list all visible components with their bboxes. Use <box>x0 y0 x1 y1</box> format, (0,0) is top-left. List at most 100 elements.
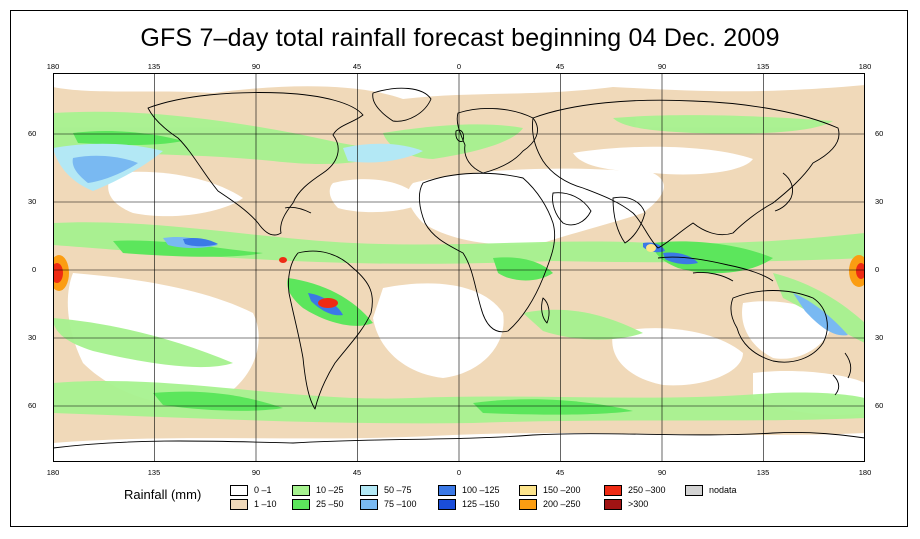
dry-central-asia <box>573 146 753 175</box>
legend-label-7: 125 –150 <box>462 499 500 509</box>
rainfall-map <box>53 73 865 462</box>
legend-swatch-9 <box>519 499 537 510</box>
asia-outline <box>532 99 840 249</box>
lon-tick-top-4: 0 <box>456 62 462 71</box>
lat-tick-left-2: 0 <box>32 265 37 274</box>
lat-tick-right-3: 30 <box>875 333 884 342</box>
lon-tick-top-3: 45 <box>352 62 362 71</box>
legend-swatch-7 <box>438 499 456 510</box>
legend-label-6: 100 –125 <box>462 485 500 495</box>
legend-swatch-5 <box>360 499 378 510</box>
africa-outline <box>418 172 556 333</box>
legend-label-4: 50 –75 <box>384 485 412 495</box>
legend-label-11: >300 <box>628 499 649 509</box>
legend-swatch-3 <box>292 499 310 510</box>
greenland-outline <box>372 87 432 122</box>
legend-swatch-12 <box>685 485 703 496</box>
legend-label-2: 10 –25 <box>316 485 344 495</box>
band-south-indian <box>523 309 643 340</box>
new-zealand-outline <box>832 352 852 396</box>
mod-itcz-pacific <box>113 240 263 257</box>
lat-tick-left-0: 60 <box>28 129 37 138</box>
lat-tick-left-3: 30 <box>28 333 37 342</box>
japan-outline <box>774 172 794 212</box>
india-outline <box>612 196 646 244</box>
lon-tick-bottom-5: 45 <box>555 468 565 477</box>
lon-tick-top-0: 180 <box>46 62 60 71</box>
lon-tick-top-5: 45 <box>555 62 565 71</box>
mod-maritime <box>653 241 773 274</box>
heavy-north-pacific-core <box>72 155 138 183</box>
legend-label-10: 250 –300 <box>628 485 666 495</box>
lat-tick-right-0: 60 <box>875 129 884 138</box>
legend-label-0: 0 –1 <box>254 485 272 495</box>
lon-tick-top-6: 90 <box>657 62 667 71</box>
legend-label-3: 25 –50 <box>316 499 344 509</box>
antarctica-outline <box>53 432 865 449</box>
continent-outlines <box>53 87 865 449</box>
figure-frame <box>10 10 908 527</box>
lon-tick-bottom-2: 90 <box>251 468 261 477</box>
heavy-spcz <box>793 293 848 336</box>
dry-north-pacific-east <box>108 171 244 217</box>
lon-tick-top-1: 135 <box>147 62 161 71</box>
legend-label-8: 150 –200 <box>543 485 581 495</box>
indonesia-outline <box>657 256 774 282</box>
map-border <box>53 73 865 462</box>
legend-label-9: 200 –250 <box>543 499 581 509</box>
lon-tick-bottom-7: 135 <box>756 468 770 477</box>
legend-swatch-11 <box>604 499 622 510</box>
australia-outline <box>730 290 828 363</box>
legend-swatch-6 <box>438 485 456 496</box>
lon-tick-top-7: 135 <box>756 62 770 71</box>
extreme-west-pacific-left-core <box>53 263 63 283</box>
lat-tick-left-4: 60 <box>28 401 37 410</box>
lon-tick-bottom-8: 180 <box>858 468 872 477</box>
band-south-pacific <box>53 318 233 368</box>
europe-outline <box>456 108 538 174</box>
mod-southern-b <box>473 399 633 415</box>
lon-tick-bottom-4: 0 <box>456 468 462 477</box>
extreme-amazon <box>318 298 338 308</box>
lon-tick-bottom-0: 180 <box>46 468 60 477</box>
extreme-rain <box>53 244 865 308</box>
legend-label-1: 1 –10 <box>254 499 277 509</box>
chart-title: GFS 7–day total rainfall forecast beginn… <box>140 24 780 52</box>
extreme-west-pacific-right-core <box>856 263 865 279</box>
lon-tick-bottom-3: 45 <box>352 468 362 477</box>
legend-swatch-8 <box>519 485 537 496</box>
south-america-outline <box>288 250 373 410</box>
legend-title: Rainfall (mm) <box>124 487 202 502</box>
caribbean-outline <box>284 206 312 214</box>
heavy-rain <box>53 143 848 336</box>
dry-sahara-arabia <box>407 168 664 245</box>
lon-tick-bottom-1: 135 <box>147 468 161 477</box>
vheavy-itcz <box>183 237 218 247</box>
legend-swatch-2 <box>292 485 310 496</box>
uk-outline <box>455 129 464 142</box>
lat-tick-right-4: 60 <box>875 401 884 410</box>
lon-tick-top-2: 90 <box>251 62 261 71</box>
madagascar-outline <box>541 297 550 324</box>
arabia-outline <box>552 192 592 226</box>
legend-swatch-10 <box>604 485 622 496</box>
graticule <box>53 73 865 462</box>
heavy-north-atlantic <box>343 143 423 163</box>
legend-swatch-0 <box>230 485 248 496</box>
lon-tick-top-8: 180 <box>858 62 872 71</box>
lat-tick-right-1: 30 <box>875 197 884 206</box>
band-siberia <box>613 115 833 134</box>
north-america-outline <box>147 92 364 236</box>
legend-swatch-1 <box>230 499 248 510</box>
legend-label-5: 75 –100 <box>384 499 417 509</box>
dry-south-indian <box>612 328 743 386</box>
extreme-sumatra <box>646 244 656 252</box>
extreme-pacific-itcz <box>279 257 287 263</box>
lat-tick-right-2: 0 <box>875 265 880 274</box>
band-spcz <box>773 273 865 343</box>
mod-north-pacific <box>73 130 183 145</box>
dry-south-atlantic <box>373 283 504 378</box>
lat-tick-left-1: 30 <box>28 197 37 206</box>
lon-tick-bottom-6: 90 <box>657 468 667 477</box>
mod-central-africa <box>493 257 553 281</box>
